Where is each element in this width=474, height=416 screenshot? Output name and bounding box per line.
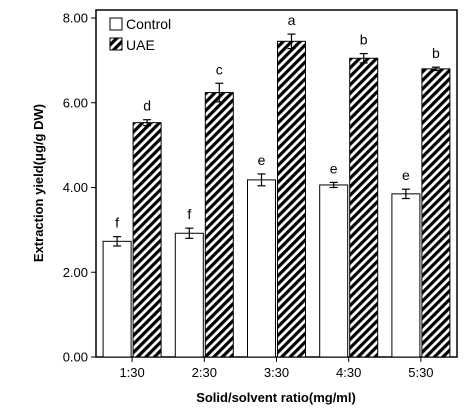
significance-label: c — [216, 61, 223, 77]
y-tick-label: 4.00 — [63, 180, 88, 195]
y-tick-label: 6.00 — [63, 95, 88, 110]
y-tick-label: 2.00 — [63, 265, 88, 280]
y-axis-title: Extraction yield(μg/g DW) — [31, 104, 46, 262]
x-tick-label: 1:30 — [119, 365, 144, 380]
significance-label: f — [187, 206, 191, 222]
significance-label: b — [360, 32, 368, 48]
legend-swatch-uae — [109, 37, 123, 51]
y-tick-label: 0.00 — [63, 350, 88, 365]
y-tick-label: 8.00 — [63, 11, 88, 26]
bar-uae — [132, 122, 162, 358]
legend-swatch-control — [109, 17, 123, 31]
legend: Control UAE — [109, 16, 171, 53]
bar-uae — [421, 68, 451, 358]
x-tick-label: 3:30 — [264, 365, 289, 380]
bar-control — [319, 184, 349, 358]
significance-label: e — [402, 167, 410, 183]
x-axis-title: Solid/solvent ratio(mg/ml) — [196, 390, 356, 405]
x-tick-label: 4:30 — [336, 365, 361, 380]
y-axis: 0.00 2.00 4.00 6.00 8.00 — [63, 11, 96, 365]
significance-label: f — [115, 215, 119, 231]
bar-control — [247, 179, 276, 358]
x-tick-label: 5:30 — [408, 365, 433, 380]
x-tick-label: 2:30 — [192, 365, 217, 380]
bar-uae — [349, 57, 379, 358]
bar-uae — [204, 92, 234, 358]
legend-label-uae: UAE — [126, 37, 155, 53]
bars: f d f c e a e b e b — [102, 12, 451, 358]
legend-label-control: Control — [126, 16, 171, 32]
bar-control — [391, 193, 421, 358]
bar-uae — [277, 40, 306, 358]
x-axis: 1:30 2:30 3:30 4:30 5:30 — [119, 357, 434, 380]
bar-control — [102, 240, 132, 358]
significance-label: d — [143, 98, 151, 114]
significance-label: b — [432, 45, 440, 61]
significance-label: e — [330, 160, 338, 176]
bar-control — [174, 232, 204, 358]
significance-label: e — [258, 152, 266, 168]
significance-label: a — [288, 12, 296, 28]
